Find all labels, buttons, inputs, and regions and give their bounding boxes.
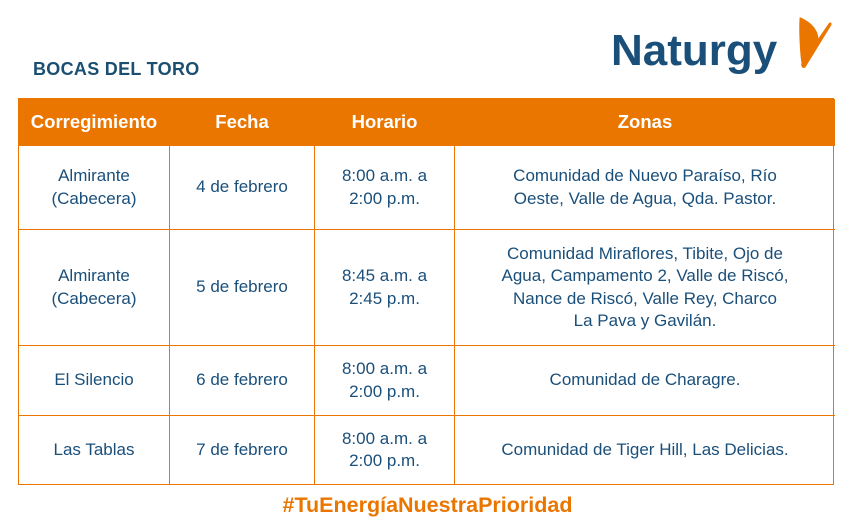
svg-text:Naturgy: Naturgy — [611, 26, 778, 75]
